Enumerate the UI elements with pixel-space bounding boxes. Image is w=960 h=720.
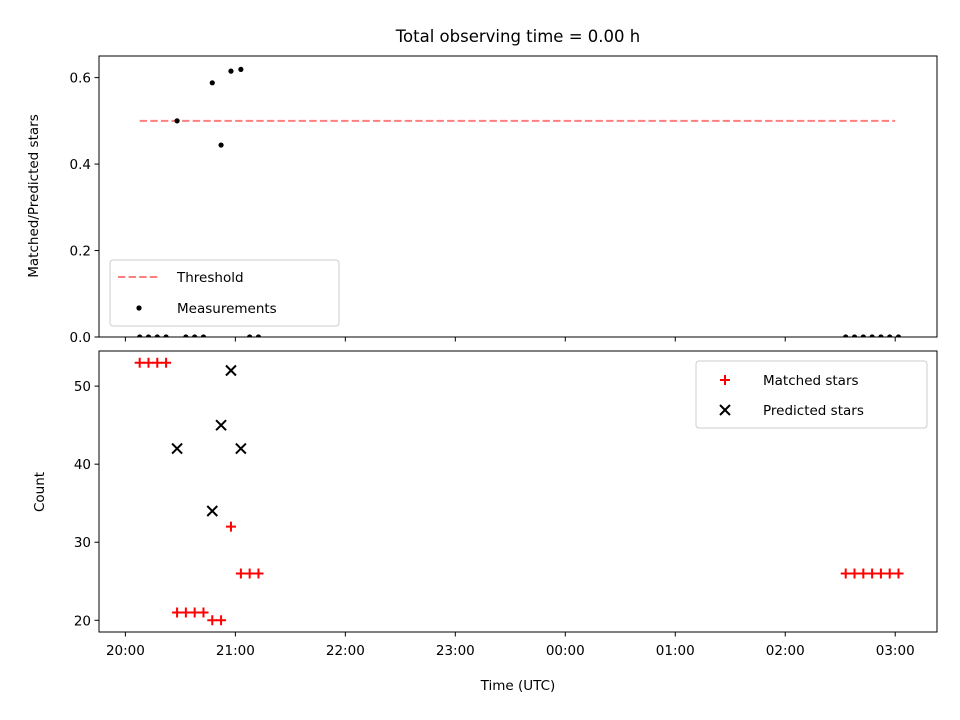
bottom-y-tick-label: 30 xyxy=(74,535,91,551)
bottom-x-tick-label: 21:00 xyxy=(216,643,255,659)
bottom-x-tick-label: 23:00 xyxy=(436,643,475,659)
matched-star-marker xyxy=(134,357,145,368)
matched-star-marker xyxy=(893,568,904,579)
top-axes: 0.0 0.2 0.4 0.6 Threshold Measurements xyxy=(70,55,938,346)
matched-star-marker xyxy=(161,357,172,368)
top-legend: Threshold Measurements xyxy=(109,259,340,327)
bottom-x-tick-label: 20:00 xyxy=(106,643,145,659)
bottom-y-tick-label: 20 xyxy=(74,613,91,629)
predicted-star-marker xyxy=(206,505,218,517)
measurement-point xyxy=(255,334,262,337)
measurement-point xyxy=(895,334,902,337)
matched-stars-legend-swatch xyxy=(720,375,730,385)
bottom-axes: 20:00 21:00 22:00 23:00 00:00 01:00 02:00 03:00… xyxy=(74,350,938,659)
bottom-x-tick-label: 01:00 xyxy=(656,643,695,659)
predicted-stars-legend-swatch xyxy=(719,404,731,416)
measurement-point xyxy=(209,80,215,86)
bottom-x-tick-label: 00:00 xyxy=(546,643,585,659)
matched-star-marker xyxy=(198,607,209,618)
matched-star-marker xyxy=(840,568,851,579)
bottom-x-tick-label: 03:00 xyxy=(876,643,915,659)
matched-star-marker xyxy=(884,568,895,579)
matched-stars-legend-label: Matched stars xyxy=(763,373,859,389)
matched-star-marker xyxy=(172,607,183,618)
top-legend-box xyxy=(109,259,340,327)
measurement-point xyxy=(145,334,152,337)
measurement-point xyxy=(851,334,858,337)
predicted-star-marker xyxy=(225,364,237,377)
measurements-legend-label: Measurements xyxy=(177,301,277,317)
predicted-star-marker xyxy=(235,442,247,455)
top-y-axis-label: Matched/Predicted stars xyxy=(26,114,42,277)
matched-star-marker xyxy=(849,568,860,579)
bottom-plot-area xyxy=(134,357,904,626)
predicted-star-marker xyxy=(215,419,227,431)
measurement-point xyxy=(843,334,849,337)
measurement-point xyxy=(860,334,866,337)
matched-star-marker xyxy=(225,521,236,532)
threshold-legend-label: Threshold xyxy=(176,270,244,286)
measurement-point xyxy=(238,66,244,73)
matched-star-marker xyxy=(858,568,869,579)
matched-star-marker xyxy=(244,568,255,579)
bottom-y-tick-label: 40 xyxy=(74,457,91,473)
matched-star-marker xyxy=(207,615,218,626)
matched-star-marker xyxy=(875,568,886,579)
measurement-point xyxy=(218,142,224,148)
measurement-point xyxy=(228,68,234,74)
matched-star-marker xyxy=(152,357,163,368)
top-plot-area xyxy=(137,66,902,337)
measurement-point xyxy=(200,334,207,337)
measurement-point xyxy=(192,334,198,337)
bottom-legend-box xyxy=(695,360,928,429)
matched-star-marker xyxy=(180,607,191,618)
measurement-point xyxy=(137,334,143,337)
measurement-point xyxy=(878,334,884,337)
bottom-y-tick-label: 50 xyxy=(74,379,91,395)
matched-star-marker xyxy=(143,357,154,368)
bottom-legend: Matched stars Predicted stars xyxy=(695,360,928,429)
matched-star-marker xyxy=(235,568,246,579)
measurement-point xyxy=(887,334,893,337)
top-y-tick-label: 0.4 xyxy=(70,157,91,173)
top-y-tick-label: 0.0 xyxy=(70,330,91,346)
measurement-point xyxy=(869,334,875,337)
bottom-axes-frame xyxy=(98,350,938,633)
top-y-tick-label: 0.6 xyxy=(70,71,91,87)
top-y-tick-label: 0.2 xyxy=(70,244,91,260)
bottom-y-axis-label: Count xyxy=(32,472,48,512)
chart-title: Total observing time = 0.00 h xyxy=(395,27,640,46)
measurement-point xyxy=(154,334,160,337)
measurements-legend-swatch xyxy=(136,305,142,311)
top-axes-frame xyxy=(98,55,938,338)
bottom-x-tick-label: 22:00 xyxy=(326,643,365,659)
predicted-star-marker xyxy=(171,442,183,455)
matched-star-marker xyxy=(216,615,227,626)
x-axis-label: Time (UTC) xyxy=(480,678,556,694)
matched-star-marker xyxy=(867,568,878,579)
measurement-point xyxy=(183,334,189,337)
measurement-point xyxy=(163,334,169,337)
measurement-point xyxy=(247,334,253,337)
measurement-point xyxy=(174,118,180,124)
matched-star-marker xyxy=(253,568,264,579)
matched-star-marker xyxy=(189,607,200,618)
predicted-stars-legend-label: Predicted stars xyxy=(763,403,864,419)
bottom-x-tick-label: 02:00 xyxy=(766,643,805,659)
